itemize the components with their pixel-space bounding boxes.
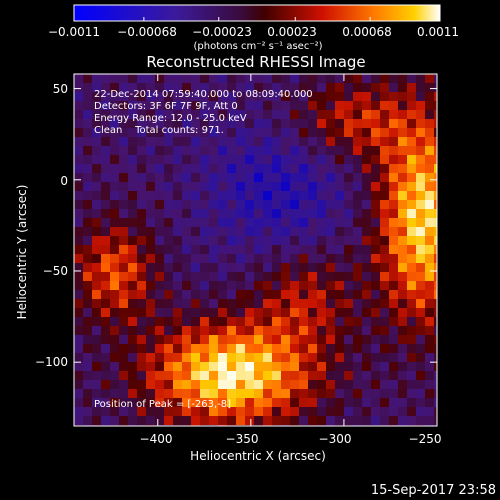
heatmap-image [74, 74, 437, 426]
x-tick-label-0: −400 [140, 432, 173, 446]
observation-info: 22-Dec-2014 07:59:40.000 to 08:09:40.000… [94, 89, 313, 136]
info-energy-range: Energy Range: 12.0 - 25.0 keV [94, 113, 247, 124]
x-axis-label: Heliocentric X (arcsec) [190, 449, 326, 463]
peak-position-label: Position of Peak = [-263,-8] [94, 399, 231, 410]
y-tick-label-0: 50 [53, 82, 68, 96]
colorbar-gradient [73, 4, 441, 22]
axis-ticks [74, 74, 438, 426]
info-detectors: Detectors: 3F 6F 7F 9F, Att 0 [94, 101, 238, 112]
colorbar-tick-label-5: 0.0011 [417, 25, 459, 39]
colorbar-unit-label: (photons cm⁻² s⁻¹ asec⁻²) [193, 41, 322, 52]
x-tick-label-2: −300 [319, 432, 352, 446]
plot-frame [73, 73, 438, 427]
y-tick-label-3: −100 [35, 355, 68, 369]
x-tick-label-1: −350 [226, 432, 259, 446]
colorbar-ticks [73, 17, 441, 21]
colorbar-tick-label-3: 0.00023 [267, 25, 317, 39]
info-time-range: 22-Dec-2014 07:59:40.000 to 08:09:40.000 [94, 89, 313, 100]
colorbar: −0.0011 −0.00068 −0.00023 0.00023 0.0006… [48, 4, 459, 52]
chart-title: Reconstructed RHESSI Image [146, 53, 365, 71]
info-clean-counts: Clean Total counts: 971. [94, 125, 224, 136]
footer-timestamp: 15-Sep-2017 23:58 [371, 483, 496, 498]
colorbar-tick-label-4: 0.00068 [342, 25, 392, 39]
y-tick-label-2: −50 [43, 264, 68, 278]
x-tick-label-3: −250 [409, 432, 442, 446]
y-axis-label: Heliocentric Y (arcsec) [15, 185, 29, 320]
colorbar-tick-label-1: −0.00068 [117, 25, 177, 39]
y-tick-label-1: 0 [60, 174, 68, 188]
colorbar-tick-label-2: −0.00023 [192, 25, 252, 39]
colorbar-tick-label-0: −0.0011 [48, 25, 100, 39]
